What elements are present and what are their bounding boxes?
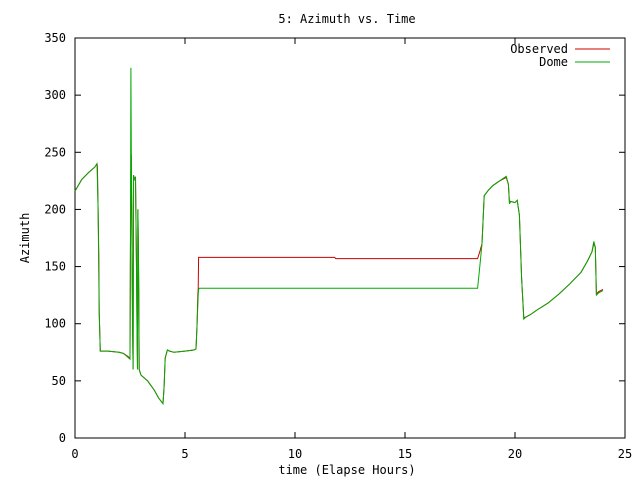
legend-label: Dome [539, 55, 568, 69]
y-axis: 0 50 100 150 200 250 300 350 [44, 31, 625, 445]
y-axis-label: Azimuth [18, 213, 32, 264]
y-tick-label: 0 [59, 431, 66, 445]
y-tick-label: 250 [44, 145, 66, 159]
y-tick-label: 350 [44, 31, 66, 45]
y-tick-label: 300 [44, 88, 66, 102]
x-tick-label: 15 [398, 447, 412, 461]
y-tick-label: 50 [52, 374, 66, 388]
y-tick-label: 150 [44, 260, 66, 274]
series-line-observed [74, 154, 604, 406]
x-tick-label: 20 [508, 447, 522, 461]
y-tick-label: 200 [44, 202, 66, 216]
x-tick-label: 10 [288, 447, 302, 461]
legend-label: Observed [510, 42, 568, 56]
x-tick-label: 0 [71, 447, 78, 461]
plot-frame [74, 37, 626, 439]
x-tick-label: 5 [181, 447, 188, 461]
series-line-dome [74, 67, 604, 406]
y-tick-label: 100 [44, 317, 66, 331]
chart-title: 5: Azimuth vs. Time [278, 12, 415, 26]
x-tick-label: 25 [618, 447, 632, 461]
x-axis: 0 5 10 15 20 25 [71, 38, 632, 461]
series-group [74, 67, 604, 406]
x-axis-label: time (Elapse Hours) [278, 463, 415, 477]
